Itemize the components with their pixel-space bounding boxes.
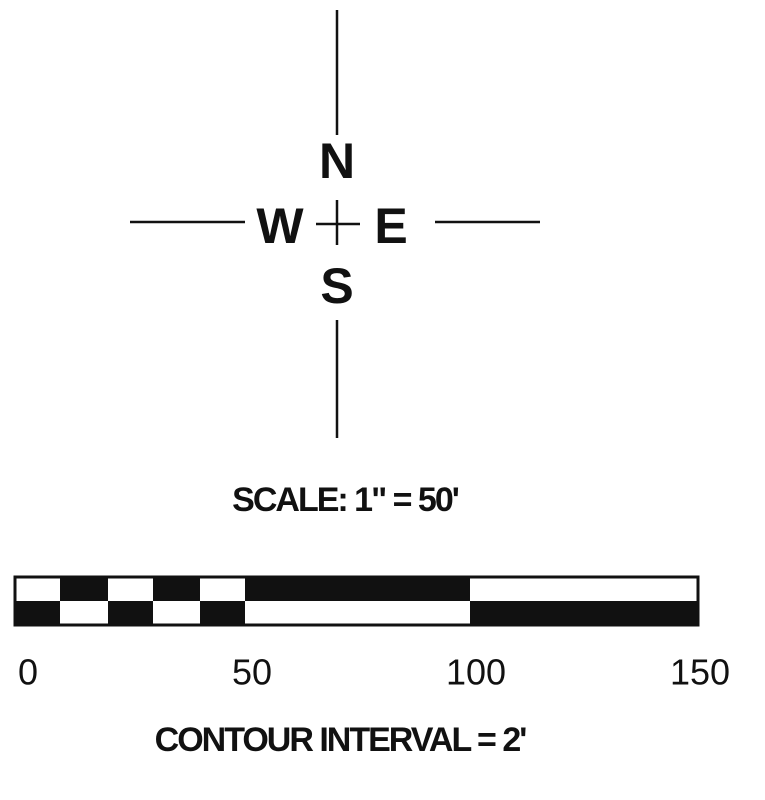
compass-rose: N W E S bbox=[130, 10, 540, 438]
west-label: W bbox=[256, 198, 304, 254]
scale-tick-label: 150 bbox=[670, 652, 730, 693]
scale-segment bbox=[15, 601, 60, 625]
south-label: S bbox=[320, 258, 353, 314]
scale-segment bbox=[470, 601, 698, 625]
scale-segment bbox=[200, 601, 245, 625]
north-label: N bbox=[319, 133, 355, 189]
scale-tick-label: 0 bbox=[18, 652, 38, 693]
scale-segment bbox=[153, 577, 200, 601]
contour-interval: CONTOUR INTERVAL = 2' bbox=[155, 721, 527, 759]
scale-segment bbox=[245, 577, 470, 601]
scale-title: SCALE: 1" = 50' bbox=[232, 481, 459, 519]
scale-tick-label: 50 bbox=[232, 652, 272, 693]
scale-tick-label: 100 bbox=[446, 652, 506, 693]
scale-bar bbox=[13, 575, 700, 627]
east-label: E bbox=[374, 198, 407, 254]
scale-segment bbox=[60, 577, 108, 601]
scale-segment bbox=[108, 601, 153, 625]
